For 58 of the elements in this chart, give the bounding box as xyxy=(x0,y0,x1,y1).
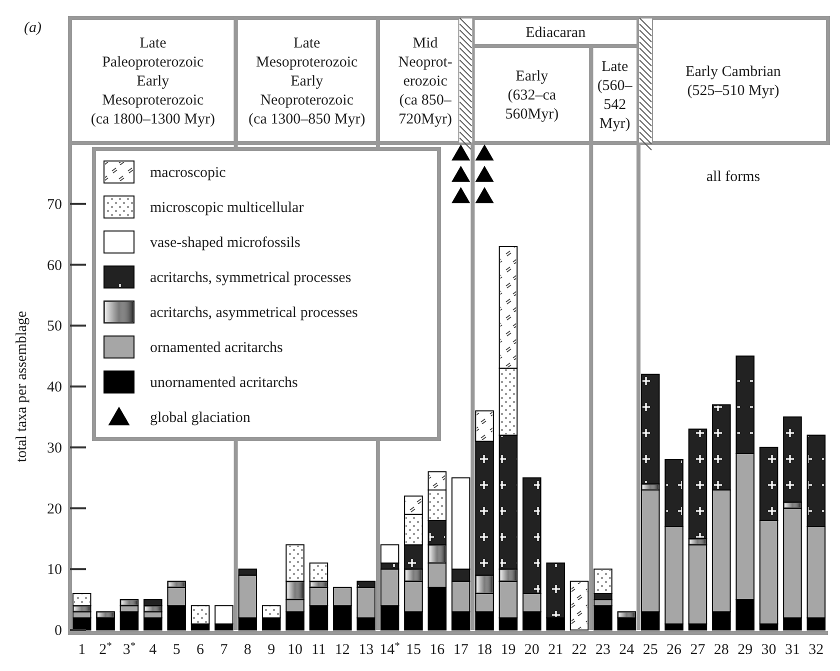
x-tick-label: 6 xyxy=(196,642,205,658)
legend-label: macroscopic xyxy=(150,165,226,181)
x-tick-label: 19 xyxy=(500,642,516,658)
x-tick-label: 9 xyxy=(268,642,276,658)
x-tick-label: 23 xyxy=(595,642,610,658)
x-tick-label: 5 xyxy=(172,642,180,658)
x-tick-label: 16 xyxy=(430,642,446,658)
x-tick-label: 31 xyxy=(784,642,800,658)
x-tick-label: 4 xyxy=(149,642,158,658)
x-tick-label: 11 xyxy=(311,642,326,658)
text: Early Cambrian (525–510 Myr) xyxy=(686,64,782,99)
y-tick-label: 60 xyxy=(47,258,62,274)
legend-label: global glaciation xyxy=(150,410,251,426)
y-tick-label: 10 xyxy=(47,562,62,578)
x-tick-label: 8 xyxy=(244,642,252,658)
x-tick-label: 25 xyxy=(642,642,658,658)
y-tick-label: 20 xyxy=(47,501,62,518)
y-axis-title: total taxa per assemblage xyxy=(14,310,30,462)
text: Late Mesoproterozoic Early Neoproterozoic (ca 1300–850 Myr) xyxy=(248,36,366,128)
x-tick-label: 10 xyxy=(288,642,303,658)
x-tick-label: 28 xyxy=(714,642,729,658)
text: Late Paleoproterozoic Early Mesoproterozoic (ca 1800–1300 Myr) xyxy=(90,36,215,128)
text: (a) xyxy=(24,20,42,36)
x-tick-label: 20 xyxy=(524,642,540,658)
text: Early (632–ca 560Myr) xyxy=(505,68,559,122)
legend-label: acritarchs, symmetrical processes xyxy=(150,270,352,286)
x-tick-label: 15 xyxy=(406,642,421,658)
text: Ediacaran xyxy=(526,25,586,41)
y-tick-label: 50 xyxy=(47,318,62,335)
x-tick-label: 13 xyxy=(358,642,374,658)
x-tick-label: 2$^{*}$ xyxy=(99,640,112,658)
legend-label: unornamented acritarchs xyxy=(150,375,298,391)
x-tick-label: 17 xyxy=(453,642,469,658)
annotation: all forms xyxy=(706,169,760,185)
x-tick-label: 27 xyxy=(690,642,706,658)
x-tick-label: 12 xyxy=(334,642,350,658)
x-tick-label: 7 xyxy=(220,642,228,658)
text: Mid Neoprot- erozoic (ca 850– 720Myr) xyxy=(398,36,452,128)
legend-label: vase-shaped microfossils xyxy=(150,235,301,251)
y-tick-label: 30 xyxy=(47,440,62,456)
y-tick-label: 40 xyxy=(47,380,62,396)
x-tick-label: 14$^{*}$ xyxy=(380,640,400,658)
x-tick-label: 3$^{*}$ xyxy=(122,640,136,658)
x-tick-label: 24 xyxy=(619,642,635,658)
y-tick-label: 70 xyxy=(47,196,62,213)
x-tick-label: 22 xyxy=(572,642,587,658)
text: Late (560– 542 Myr) xyxy=(597,59,633,132)
legend-label: acritarchs, asymmetrical processes xyxy=(150,305,358,321)
legend-label: microscopic multicellular xyxy=(150,200,304,216)
x-tick-label: 21 xyxy=(548,642,564,658)
x-tick-label: 29 xyxy=(738,642,753,658)
y-tick-label: 0 xyxy=(54,623,62,639)
x-tick-label: 1 xyxy=(78,642,86,658)
x-tick-label: 32 xyxy=(808,642,824,658)
x-tick-label: 26 xyxy=(666,642,682,658)
x-tick-label: 18 xyxy=(477,642,492,658)
x-tick-label: 30 xyxy=(761,642,776,658)
legend-label: ornamented acritarchs xyxy=(150,340,284,356)
